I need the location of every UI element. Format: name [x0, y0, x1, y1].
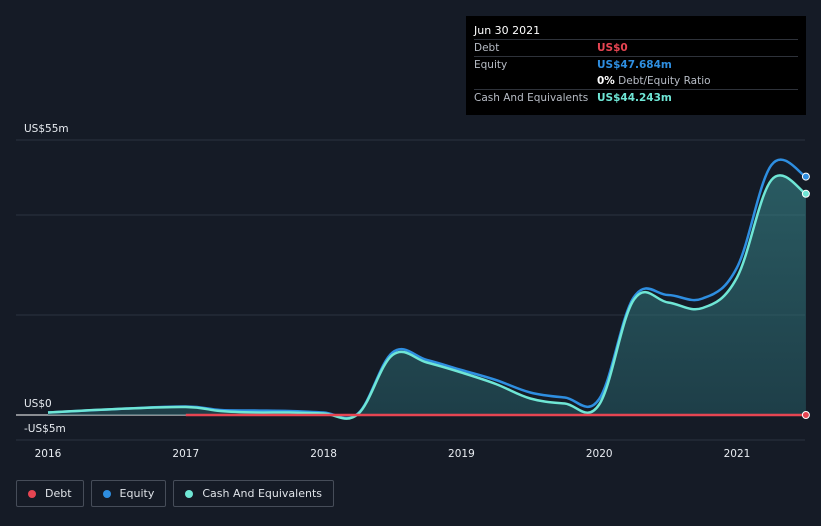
legend-label-equity: Equity [119, 487, 155, 500]
tooltip-ratio-label: Debt/Equity Ratio [618, 75, 711, 87]
legend: Debt Equity Cash And Equivalents [16, 480, 334, 507]
tooltip-ratio: 0% Debt/Equity Ratio [597, 73, 711, 89]
cash-area-layer [48, 175, 806, 419]
tooltip-cash-value: US$44.243m [597, 92, 672, 104]
debt-end-dot [801, 411, 810, 419]
tooltip-panel: Jun 30 2021 Debt US$0 Equity US$47.684m … [466, 16, 806, 115]
x-tick-label-2019: 2019 [448, 448, 475, 460]
x-tick-label-2017: 2017 [172, 448, 199, 460]
y-tick-label-top: US$55m [24, 123, 69, 135]
series-end-markers [801, 172, 810, 419]
x-tick-label-2018: 2018 [310, 448, 337, 460]
cash-end-dot [801, 189, 810, 198]
cash-dot-icon [185, 489, 194, 498]
legend-item-equity[interactable]: Equity [90, 480, 167, 507]
tooltip-equity-value: US$47.684m [597, 59, 672, 71]
series-lines-layer [47, 158, 807, 420]
cash-line [47, 174, 807, 420]
tooltip-row-ratio: 0% Debt/Equity Ratio [474, 73, 798, 89]
equity-dot-icon [102, 489, 111, 498]
legend-item-debt[interactable]: Debt [16, 480, 84, 507]
x-tick-label-2020: 2020 [586, 448, 613, 460]
y-tick-label-bottom: -US$5m [24, 423, 66, 435]
tooltip-debt-label: Debt [474, 42, 500, 54]
tooltip-debt-value: US$0 [597, 42, 628, 54]
legend-label-cash: Cash And Equivalents [202, 487, 322, 500]
y-tick-label-zero: US$0 [24, 398, 52, 410]
x-tick-label-2016: 2016 [35, 448, 62, 460]
y-axis-labels: US$55m US$0 -US$5m [24, 123, 69, 435]
x-tick-label-2021: 2021 [724, 448, 751, 460]
tooltip-row-equity: Equity US$47.684m [474, 56, 798, 73]
tooltip-row-cash: Cash And Equivalents US$44.243m [474, 89, 798, 106]
legend-item-cash[interactable]: Cash And Equivalents [173, 480, 334, 507]
cash-area-fill [48, 175, 806, 419]
tooltip-date: Jun 30 2021 [474, 24, 541, 37]
tooltip-ratio-value: 0% [597, 75, 615, 87]
legend-label-debt: Debt [45, 487, 72, 500]
debt-dot-icon [28, 489, 36, 498]
x-axis-labels: 2016 2017 2018 2019 2020 2021 [35, 448, 751, 460]
tooltip-cash-label: Cash And Equivalents [474, 92, 589, 104]
tooltip-equity-label: Equity [474, 59, 508, 71]
equity-end-dot [801, 172, 810, 181]
tooltip-row-debt: Debt US$0 [474, 39, 798, 56]
